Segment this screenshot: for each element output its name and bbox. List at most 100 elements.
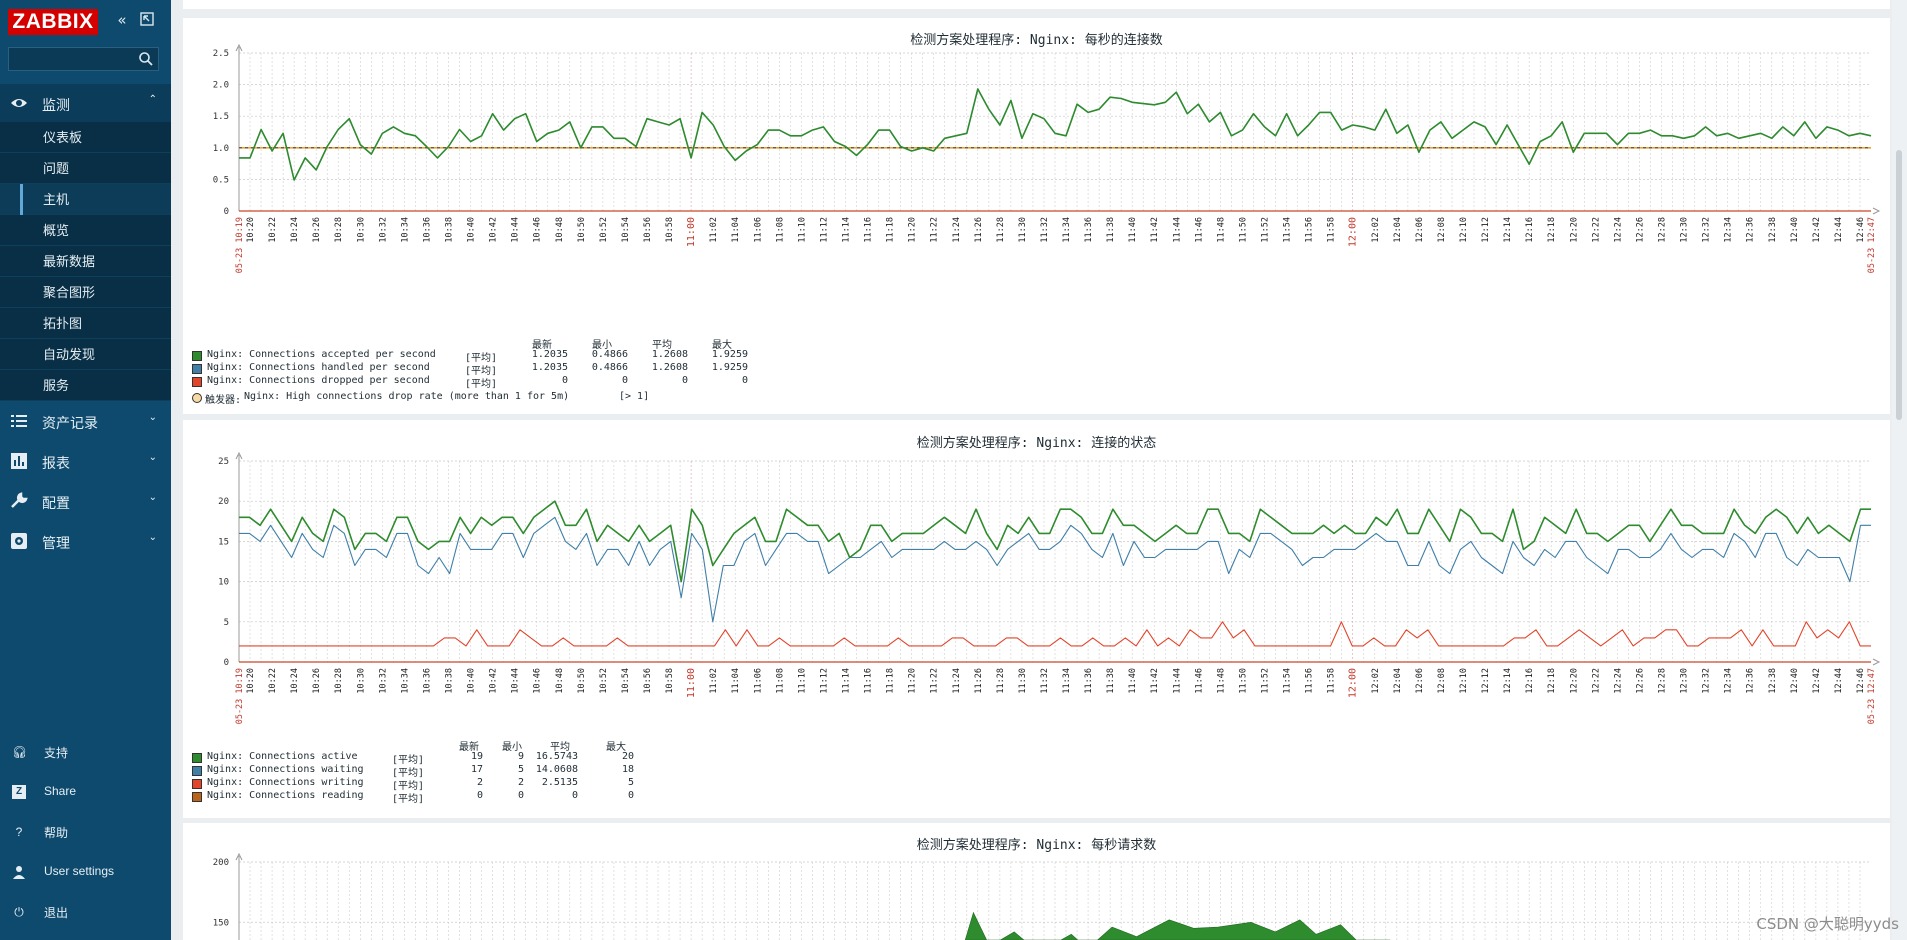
y-tick-label: 25 <box>218 457 229 467</box>
submenu-hosts[interactable]: 主机 <box>0 184 171 215</box>
help-link[interactable]: ? 帮助 <box>0 812 171 852</box>
share-link[interactable]: Z Share <box>0 772 171 812</box>
plot-area: 150 200 <box>213 852 1871 940</box>
requests-per-second-chart[interactable]: 150 200 <box>183 823 1890 940</box>
legend-header-min: 最小 <box>502 742 522 753</box>
x-tick-label: 12:28 <box>1657 668 1667 694</box>
menu-configuration[interactable]: 配置 ⌄ <box>0 482 171 520</box>
y-tick-label: 10 <box>218 578 229 588</box>
user-settings-link[interactable]: User settings <box>0 852 171 892</box>
x-tick-label: 12:20 <box>1569 668 1579 694</box>
support-link[interactable]: 🎧︎ 支持 <box>0 732 171 772</box>
sign-out-link[interactable]: ⏻ 退出 <box>0 892 171 932</box>
kiosk-mode-icon[interactable] <box>139 12 155 28</box>
series-last: 1.2035 <box>531 362 568 373</box>
x-tick-label: 12:04 <box>1393 668 1403 694</box>
series-area <box>964 911 1391 940</box>
x-tick-label: 12:14 <box>1503 668 1513 694</box>
eye-icon <box>11 99 27 107</box>
series-last: 2 <box>476 777 483 788</box>
x-tick-label: 12:30 <box>1680 217 1690 243</box>
x-tick-label: 11:38 <box>1106 668 1116 694</box>
series-line <box>239 516 1871 623</box>
submenu-discovery[interactable]: 自动发现 <box>0 339 171 370</box>
x-tick-label: 12:46 <box>1856 668 1866 694</box>
x-tick-label: 11:48 <box>1216 217 1226 243</box>
series-avg: 16.5743 <box>535 751 578 762</box>
series-max: 5 <box>627 777 634 788</box>
menu-inventory[interactable]: 资产记录 ⌄ <box>0 402 171 440</box>
series-func: [平均] <box>392 755 425 766</box>
submenu-screens[interactable]: 聚合图形 <box>0 277 171 308</box>
x-tick-label: 12:26 <box>1635 668 1645 694</box>
x-tick-label: 11:50 <box>1238 668 1248 694</box>
x-tick-label: 11:26 <box>974 668 984 694</box>
series-last: 17 <box>470 764 483 775</box>
x-tick-label: 12:10 <box>1459 668 1469 694</box>
collapse-sidebar-icon[interactable]: « <box>117 11 127 29</box>
chevron-down-icon: ⌄ <box>148 452 157 463</box>
menu-administration[interactable]: 管理 ⌄ <box>0 522 171 560</box>
submenu-maps[interactable]: 拓扑图 <box>0 308 171 339</box>
submenu-problems[interactable]: 问题 <box>0 153 171 184</box>
x-tick-label: 12:42 <box>1812 217 1822 243</box>
series-color-swatch <box>192 753 202 763</box>
support-label: 支持 <box>44 746 69 760</box>
share-label: Share <box>44 784 77 798</box>
scrollbar-track[interactable] <box>1892 0 1907 940</box>
menu-reports-label: 报表 <box>42 455 70 471</box>
submenu-overview[interactable]: 概览 <box>0 215 171 246</box>
menu-reports[interactable]: 报表 ⌄ <box>0 442 171 480</box>
x-tick-label: 12:38 <box>1768 668 1778 694</box>
search-icon[interactable] <box>138 51 154 67</box>
series-func: [平均] <box>465 379 498 390</box>
x-tick-label: 12:28 <box>1657 217 1667 243</box>
x-tick-label: 11:34 <box>1062 668 1072 694</box>
x-tick-label: 12:36 <box>1746 217 1756 243</box>
series-avg: 1.2608 <box>651 362 688 373</box>
series-min: 5 <box>517 764 524 775</box>
x-tick-label: 11:00 <box>686 668 697 698</box>
x-tick-label: 11:30 <box>1018 668 1028 694</box>
user-icon <box>13 866 25 879</box>
submenu-latest-data[interactable]: 最新数据 <box>0 246 171 277</box>
submenu-services[interactable]: 服务 <box>0 370 171 401</box>
x-tick-label: 12:18 <box>1547 217 1557 243</box>
x-tick-label: 12:14 <box>1503 217 1513 243</box>
menu-configuration-label: 配置 <box>42 495 70 511</box>
legend-header-avg: 平均 <box>550 742 570 753</box>
y-axis-arrow <box>235 852 243 861</box>
search-input[interactable] <box>8 47 159 71</box>
menu-monitoring[interactable]: 监测 ⌃ <box>0 84 171 122</box>
x-tick-label: 10:38 <box>445 217 455 243</box>
series-color-swatch <box>192 792 202 802</box>
x-tick-label: 11:32 <box>1040 217 1050 243</box>
connections-per-second-chart[interactable]: 0 0.5 1.0 1.5 2.0 2.5 10:20 10:22 10:24 10:26 10:2… <box>183 18 1890 348</box>
x-tick-label: 11:58 <box>1327 668 1337 694</box>
series-last: 19 <box>470 751 483 762</box>
series-avg: 0 <box>681 375 688 386</box>
x-tick-label: 10:42 <box>489 217 499 243</box>
connection-status-chart[interactable]: 0 5 10 15 20 25 10:20 10:22 10:24 10:26 10:28 10:30… <box>183 420 1890 742</box>
scrollbar-thumb[interactable] <box>1896 150 1902 420</box>
x-tick-label: 11:12 <box>819 668 829 694</box>
x-tick-label: 11:00 <box>686 217 697 247</box>
x-axis-arrow <box>1872 207 1881 215</box>
gear-icon <box>11 533 27 549</box>
submenu-dashboard[interactable]: 仪表板 <box>0 122 171 153</box>
x-tick-label: 12:18 <box>1547 668 1557 694</box>
y-tick-label: 200 <box>213 858 229 868</box>
x-tick-label: 11:54 <box>1283 217 1293 243</box>
x-tick-label: 10:50 <box>577 668 587 694</box>
x-tick-label: 11:36 <box>1084 668 1094 694</box>
x-tick-label: 11:06 <box>753 217 763 243</box>
zabbix-logo[interactable]: ZABBIX <box>8 9 98 35</box>
x-tick-label: 12:00 <box>1348 668 1359 698</box>
y-tick-label: 0 <box>224 207 229 217</box>
user-settings-label: User settings <box>44 864 115 878</box>
series-max: 20 <box>621 751 634 762</box>
series-min: 0.4866 <box>591 349 628 360</box>
series-name: Nginx: Connections handled per second <box>207 362 430 373</box>
x-tick-label: 11:48 <box>1216 668 1226 694</box>
x-tick-label: 12:36 <box>1746 668 1756 694</box>
